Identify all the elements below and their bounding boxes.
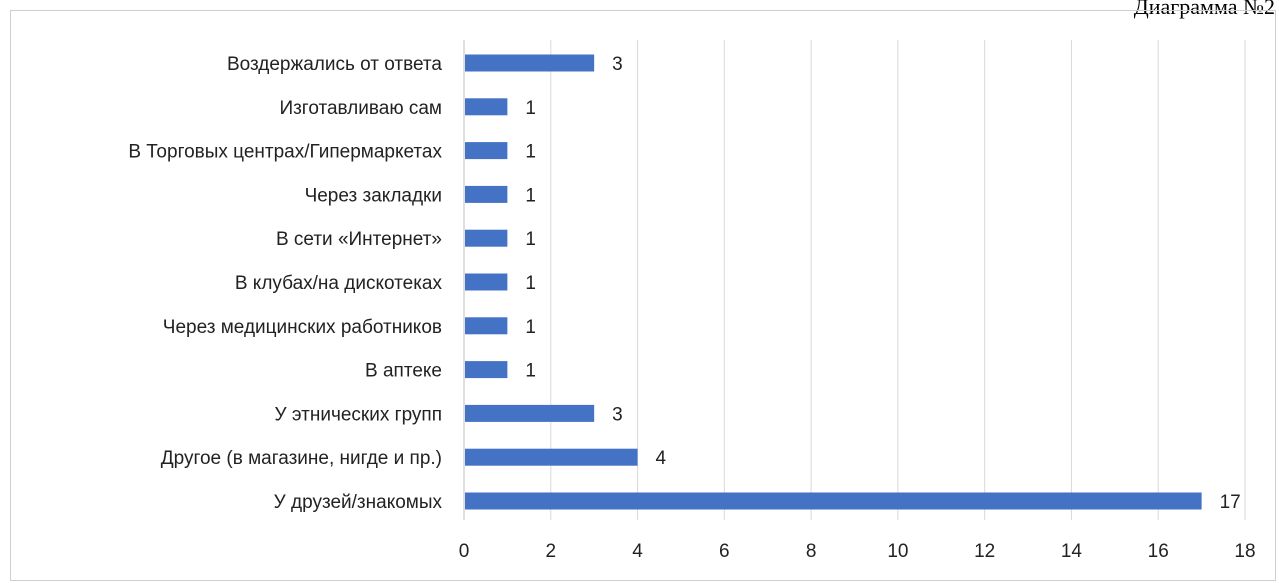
- chart-x-tick-labels: 0 2 4 6 8 10 12 14 16 18: [459, 541, 1256, 562]
- value-label-5: 1: [525, 273, 536, 294]
- bar-1: [465, 98, 507, 115]
- category-label-6: Через медицинских работников: [163, 317, 442, 338]
- value-label-4: 1: [525, 229, 536, 250]
- category-label-0: Воздержались от ответа: [227, 54, 442, 75]
- chart-bars: [465, 55, 1202, 510]
- x-tick-label-2: 4: [632, 541, 643, 562]
- value-label-10: 17: [1220, 492, 1241, 513]
- category-label-3: Через закладки: [305, 185, 442, 206]
- chart-gridlines: [464, 40, 1245, 520]
- bar-4: [465, 230, 507, 247]
- category-label-4: В сети «Интернет»: [276, 229, 442, 250]
- bar-8: [465, 405, 594, 422]
- bar-7: [465, 361, 507, 378]
- category-label-5: В клубах/на дискотеках: [235, 273, 443, 294]
- x-tick-label-6: 12: [974, 541, 995, 562]
- bar-10: [465, 493, 1202, 510]
- category-label-2: В Торговых центрах/Гипермаркетах: [128, 142, 442, 163]
- x-tick-label-1: 2: [545, 541, 556, 562]
- x-tick-label-5: 10: [887, 541, 908, 562]
- x-tick-label-8: 16: [1148, 541, 1169, 562]
- value-label-0: 3: [612, 54, 623, 75]
- bar-6: [465, 317, 507, 334]
- category-label-10: У друзей/знакомых: [274, 492, 443, 513]
- value-label-9: 4: [656, 448, 667, 469]
- category-label-9: Другое (в магазине, нигде и пр.): [161, 448, 442, 469]
- x-tick-label-7: 14: [1061, 541, 1083, 562]
- value-label-8: 3: [612, 404, 623, 425]
- x-tick-label-9: 18: [1234, 541, 1255, 562]
- bar-3: [465, 186, 507, 203]
- bar-9: [465, 449, 638, 466]
- value-label-6: 1: [525, 317, 536, 338]
- chart-category-labels: Воздержались от ответа Изготавливаю сам В …: [128, 54, 442, 513]
- chart-value-labels: 3 1 1 1 1 1 1 1 3 4 17: [525, 54, 1240, 513]
- value-label-2: 1: [525, 142, 536, 163]
- x-tick-label-0: 0: [459, 541, 470, 562]
- category-label-7: В аптеке: [365, 361, 442, 382]
- x-tick-label-3: 6: [719, 541, 730, 562]
- bar-0: [465, 55, 594, 72]
- value-label-7: 1: [525, 361, 536, 382]
- category-label-1: Изготавливаю сам: [279, 98, 442, 119]
- value-label-1: 1: [525, 98, 536, 119]
- category-label-8: У этнических групп: [275, 404, 442, 425]
- bar-2: [465, 142, 507, 159]
- x-tick-label-4: 8: [806, 541, 817, 562]
- value-label-3: 1: [525, 185, 536, 206]
- bar-5: [465, 274, 507, 291]
